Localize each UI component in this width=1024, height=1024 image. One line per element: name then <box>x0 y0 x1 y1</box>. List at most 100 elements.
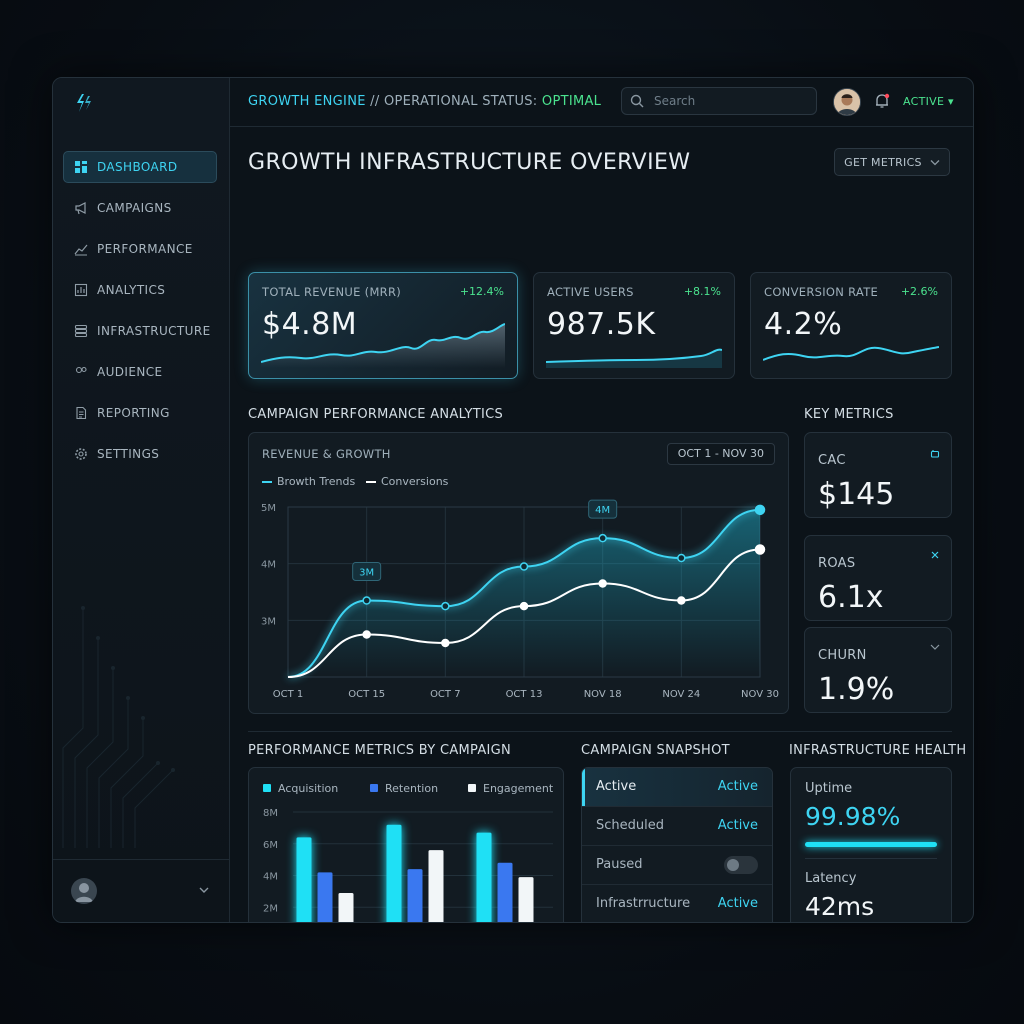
lock-icon[interactable] <box>929 443 941 458</box>
data-point <box>754 544 766 555</box>
sidebar-item-label: DASHBOARD <box>97 160 178 174</box>
snapshot-name: Infrastrructure <box>596 896 691 911</box>
x-tick-label: OCT 7 <box>430 689 461 700</box>
kpi-card-conversion[interactable]: CONVERSION RATE +2.6% 4.2% <box>750 272 952 379</box>
user-avatar[interactable] <box>833 88 861 116</box>
sidebar-item-analytics[interactable]: ANALYTICS <box>63 274 217 306</box>
chevron-down-icon[interactable] <box>199 886 209 894</box>
data-point <box>598 579 607 588</box>
sidebar-item-infrastructure[interactable]: INFRASTRUCTURE <box>63 315 217 347</box>
data-point <box>754 504 766 516</box>
bar-acquisition <box>476 832 492 922</box>
search-box[interactable] <box>621 87 817 115</box>
revenue-growth-chart-card: REVENUE & GROWTH OCT 1 - NOV 30 Browth T… <box>248 432 789 714</box>
sidebar-item-campaigns[interactable]: CAMPAIGNS <box>63 192 217 224</box>
bar-engagement <box>428 850 444 922</box>
data-point <box>677 596 686 605</box>
lightning-logo-icon[interactable] <box>73 92 95 114</box>
date-range-selector[interactable]: OCT 1 - NOV 30 <box>666 443 775 465</box>
snapshot-row[interactable]: Paused <box>582 846 772 885</box>
campaign-bar-chart-card: Acquisition Retention Engagement 8M 6M 4M 2M 0 Q… <box>248 767 564 922</box>
main-content: GROWTH INFRASTRUCTURE OVERVIEW GET METRI… <box>229 126 973 922</box>
chart-subtitle: REVENUE & GROWTH <box>262 447 391 461</box>
key-metric-value: $145 <box>818 477 895 512</box>
snapshot-status: Active <box>717 779 758 794</box>
section-title-campaign-analytics: CAMPAIGN PERFORMANCE ANALYTICS <box>248 407 504 422</box>
active-status-dropdown[interactable]: ACTIVE ▾ <box>903 95 954 108</box>
get-metrics-label: GET METRICS <box>844 155 922 169</box>
sidebar-item-label: PERFORMANCE <box>97 242 193 256</box>
x-tick-label: OCT 13 <box>506 689 543 700</box>
kpi-value: 4.2% <box>764 307 843 342</box>
snapshot-toggle[interactable] <box>724 856 758 874</box>
circuit-decoration <box>62 606 175 848</box>
legend-swatch <box>370 784 378 792</box>
sidebar-item-label: SETTINGS <box>97 447 160 461</box>
sidebar-item-performance[interactable]: PERFORMANCE <box>63 233 217 265</box>
app-window: DASHBOARD CAMPAIGNS PERFORMANCE ANALYTICS IN… <box>52 77 974 923</box>
snapshot-row[interactable]: Infrastrructure Active <box>582 885 772 922</box>
sidebar-item-dashboard[interactable]: DASHBOARD <box>63 151 217 183</box>
bar-acquisition <box>296 837 312 922</box>
legend-label: Engagement <box>483 782 554 795</box>
annotation-chip <box>588 499 618 519</box>
y-tick-label: 2M <box>263 903 278 914</box>
uptime-value: 99.98% <box>805 802 901 831</box>
sidebar-item-reporting[interactable]: REPORTING <box>63 397 217 429</box>
get-metrics-button[interactable]: GET METRICS <box>834 148 950 176</box>
bar-chart-icon <box>74 283 88 297</box>
legend-item-conversions[interactable]: Conversions <box>366 475 448 488</box>
avatar[interactable] <box>71 878 97 904</box>
users-sparkline <box>546 348 722 368</box>
key-metric-card-churn[interactable]: CHURN 1.9% <box>804 627 952 713</box>
trend-icon <box>74 242 88 256</box>
sidebar-item-settings[interactable]: SETTINGS <box>63 438 217 470</box>
sidebar-nav: DASHBOARD CAMPAIGNS PERFORMANCE ANALYTICS IN… <box>63 151 217 479</box>
kpi-label: CONVERSION RATE <box>764 285 879 299</box>
bell-icon[interactable] <box>873 92 891 110</box>
sidebar-user[interactable] <box>53 859 229 922</box>
sidebar-item-label: INFRASTRUCTURE <box>97 324 211 338</box>
annotation-label: 4M <box>595 505 610 516</box>
key-metric-card-roas[interactable]: ROAS 6.1x <box>804 535 952 621</box>
chevron-down-icon <box>930 159 940 165</box>
legend-item-growth[interactable]: Browth Trends <box>262 475 355 488</box>
users-icon <box>74 365 88 379</box>
key-metric-label: CAC <box>818 453 846 468</box>
conversion-sparkline <box>763 346 939 361</box>
key-metric-label: CHURN <box>818 648 867 663</box>
revenue-sparkline <box>261 323 505 368</box>
annotation-label: 3M <box>359 568 374 579</box>
top-bar: GROWTH ENGINE // OPERATIONAL STATUS: OPT… <box>229 78 973 127</box>
bar-retention <box>407 869 423 922</box>
campaign-bar-chart: Acquisition Retention Engagement8M6M4M2M0Q… <box>263 782 554 922</box>
key-metric-card-cac[interactable]: CAC $145 <box>804 432 952 518</box>
legend-label: Retention <box>385 782 438 795</box>
x-tick-label: OCT 1 <box>273 689 304 700</box>
status-prefix: // OPERATIONAL STATUS: <box>365 94 542 109</box>
kpi-card-revenue[interactable]: TOTAL REVENUE (MRR) +12.4% $4.8M <box>248 272 518 379</box>
key-metric-value: 1.9% <box>818 672 895 707</box>
search-icon <box>630 94 644 108</box>
annotation-chip <box>352 562 382 581</box>
data-point <box>519 562 529 571</box>
chevron-down-icon[interactable] <box>929 638 941 650</box>
snapshot-row[interactable]: Active Active <box>582 768 772 807</box>
document-icon <box>74 406 88 420</box>
kpi-card-users[interactable]: ACTIVE USERS +8.1% 987.5K <box>533 272 735 379</box>
section-title-campaign-snapshot: CAMPAIGN SNAPSHOT <box>581 743 730 758</box>
close-icon[interactable] <box>929 546 941 559</box>
search-input[interactable] <box>652 93 806 109</box>
snapshot-name: Paused <box>596 857 643 872</box>
infrastructure-health-card: Uptime 99.98% Latency 42ms <box>790 767 952 922</box>
page-title: GROWTH INFRASTRUCTURE OVERVIEW <box>248 150 691 175</box>
sidebar-item-audience[interactable]: AUDIENCE <box>63 356 217 388</box>
legend-label: Conversions <box>381 475 449 488</box>
legend-swatch <box>468 784 476 792</box>
y-tick-label: 8M <box>263 808 278 819</box>
kpi-delta: +8.1% <box>683 285 721 298</box>
data-point <box>441 601 450 611</box>
legend-swatch <box>263 784 271 792</box>
snapshot-row[interactable]: Scheduled Active <box>582 807 772 846</box>
x-tick-label: NOV 18 <box>584 689 622 700</box>
